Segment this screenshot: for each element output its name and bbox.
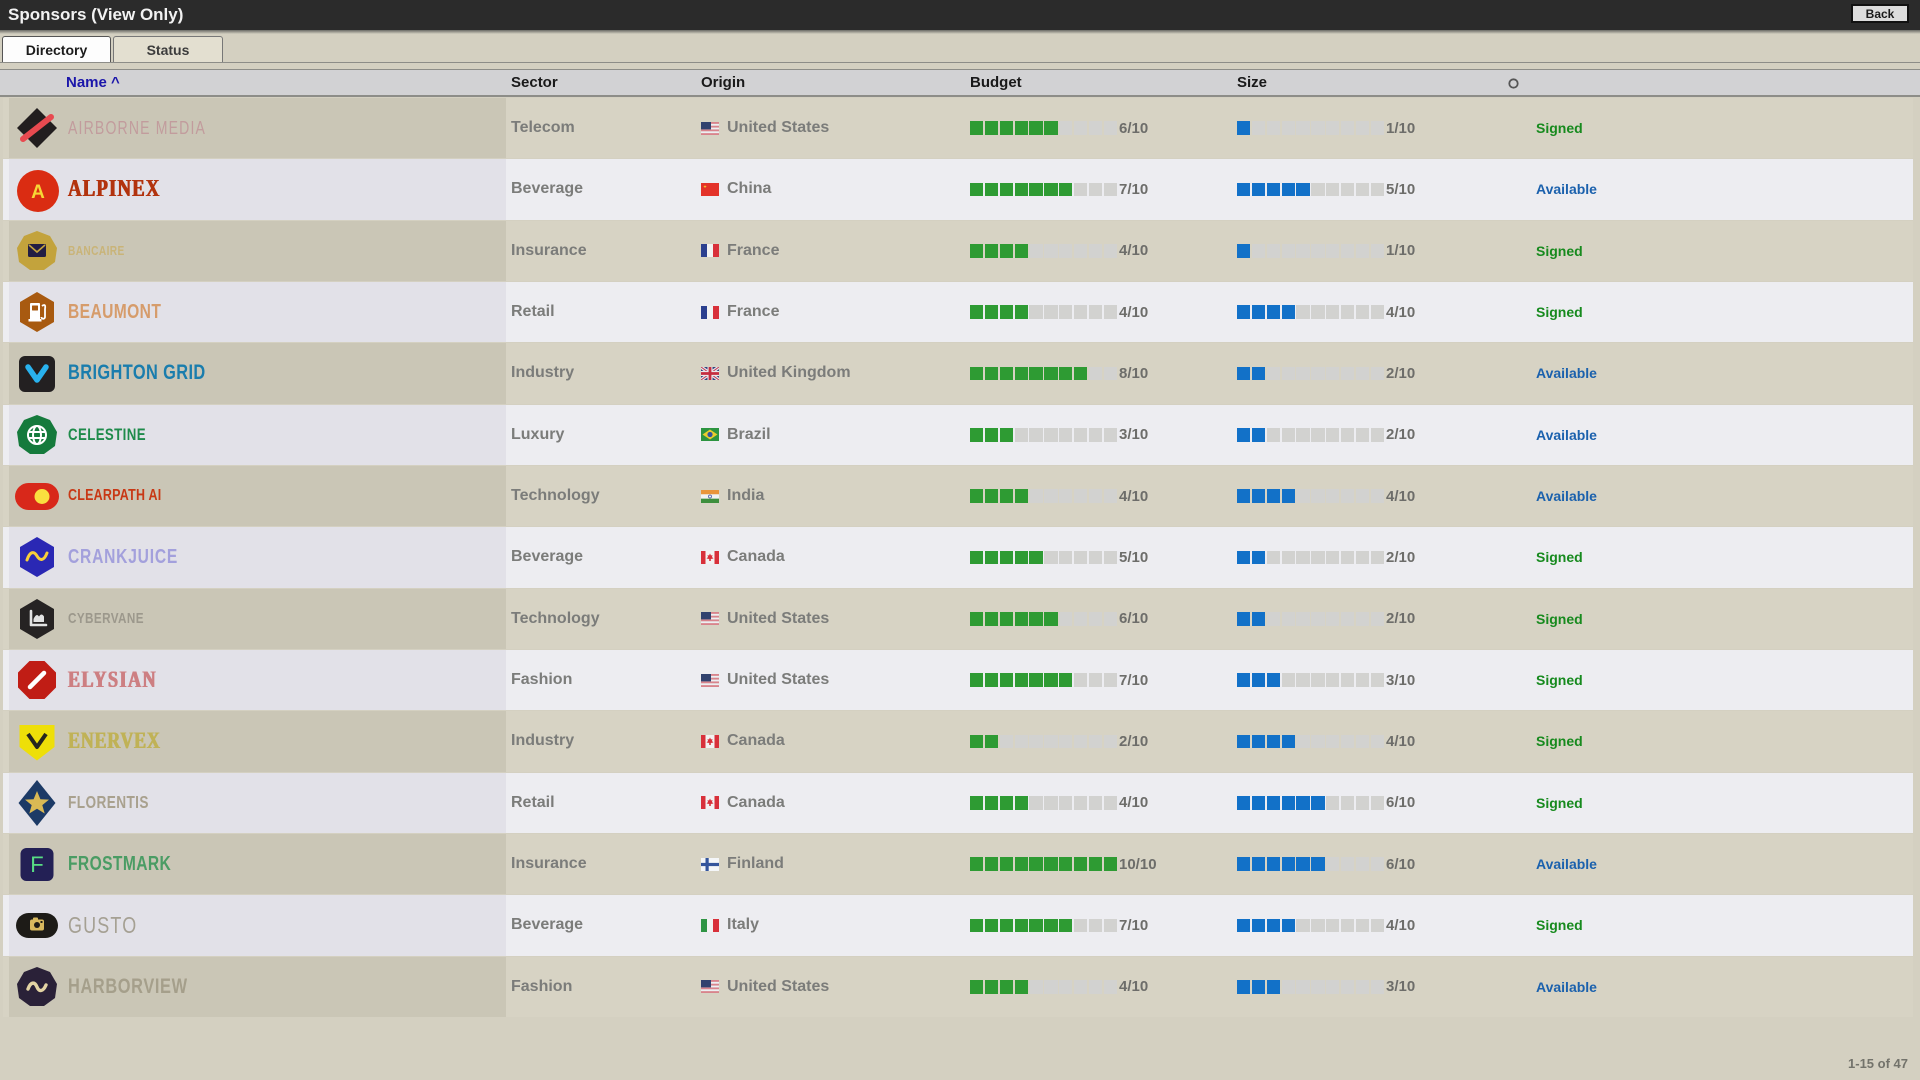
svg-text:F: F [30, 852, 43, 877]
svg-text:A: A [31, 182, 45, 203]
